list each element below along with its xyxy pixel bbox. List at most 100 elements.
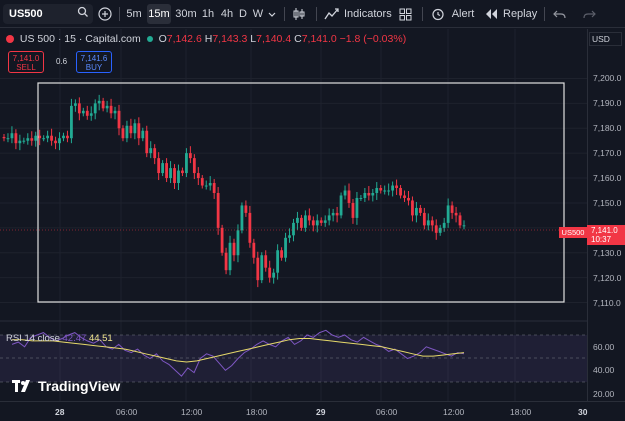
candle-body	[415, 207, 418, 216]
indicators-icon[interactable]	[324, 4, 340, 24]
tradingview-logo-icon	[12, 380, 30, 392]
interval-d-button[interactable]: D	[239, 8, 247, 20]
replay-icon[interactable]	[484, 4, 498, 24]
legend-c-label: C	[294, 33, 302, 45]
alert-clock-icon[interactable]	[431, 4, 445, 24]
interval-5m-button[interactable]: 5m	[126, 8, 142, 20]
replay-button[interactable]: Replay	[503, 8, 538, 20]
candle-body	[14, 133, 18, 144]
candle-body	[240, 205, 244, 231]
symbol-flag-icon	[6, 35, 14, 44]
price-axis[interactable]	[587, 29, 625, 401]
symbol-search-input[interactable]: US500	[3, 4, 93, 24]
candle-body	[303, 215, 307, 228]
candle-body	[351, 202, 355, 218]
candle-body	[454, 212, 458, 216]
candle-body	[232, 242, 236, 256]
layout-grid-icon[interactable]	[399, 4, 412, 24]
candle-body	[85, 110, 89, 116]
candle-body	[73, 103, 77, 106]
candle-body	[181, 170, 184, 174]
candle-body	[379, 188, 383, 191]
candle-style-icon[interactable]	[292, 4, 306, 24]
candle-body	[185, 153, 188, 174]
candle-body	[343, 190, 347, 196]
indicators-button[interactable]: Indicators	[344, 8, 392, 20]
compare-plus-icon[interactable]	[98, 4, 112, 24]
candle-body	[256, 257, 260, 281]
candle-body	[161, 163, 165, 174]
legend-close: 7,141.0	[301, 33, 337, 45]
candle-body	[434, 225, 438, 233]
time-tick: 06:00	[376, 407, 398, 417]
sell-button[interactable]: 7,141.0 SELL	[8, 51, 44, 73]
last-price-value: 7,141.0	[591, 226, 618, 235]
candle-body	[220, 227, 224, 253]
candle-body	[117, 110, 121, 129]
candle-body	[81, 110, 85, 114]
buy-button[interactable]: 7,141.6 BUY	[76, 51, 112, 73]
candle-body	[212, 183, 216, 193]
candle-body	[300, 217, 303, 228]
candle-body	[224, 252, 228, 271]
chart-legend: US 500 · 15 · Capital.com O7,142.6 H7,14…	[6, 33, 406, 45]
price-chart[interactable]	[0, 29, 587, 401]
candle-body	[264, 255, 268, 268]
candle-body	[407, 197, 410, 201]
candle-body	[42, 138, 46, 140]
candle-body	[458, 215, 462, 226]
candle-body	[46, 135, 50, 139]
candle-body	[418, 207, 422, 213]
rsi-tick: 60.00	[593, 342, 615, 352]
candle-body	[101, 100, 105, 109]
interval-dropdown-icon[interactable]	[268, 4, 276, 24]
candle-body	[391, 185, 395, 191]
legend-o-label: O	[158, 33, 167, 45]
price-tick: 7,130.0	[593, 247, 622, 258]
candle-body	[145, 130, 149, 154]
candle-body	[54, 140, 57, 144]
candle-body	[307, 215, 311, 221]
candle-body	[375, 188, 379, 193]
currency-selector[interactable]: USD	[589, 32, 622, 46]
redo-icon[interactable]	[583, 4, 596, 24]
price-tick: 7,190.0	[593, 98, 622, 109]
interval-4h-button[interactable]: 4h	[220, 8, 234, 20]
candle-body	[200, 178, 204, 186]
interval-15m-button[interactable]: 15m	[147, 4, 171, 24]
candle-body	[450, 205, 454, 213]
candle-body	[327, 215, 331, 221]
candle-body	[268, 267, 272, 278]
candle-body	[272, 272, 276, 278]
interval-30m-button[interactable]: 30m	[175, 8, 197, 20]
time-tick: 06:00	[116, 407, 138, 417]
candle-body	[113, 110, 117, 114]
candle-body	[339, 195, 343, 216]
legend-low: 7,140.4	[256, 33, 292, 45]
price-tick: 7,110.0	[593, 297, 621, 308]
candle-body	[438, 227, 442, 233]
tradingview-logo[interactable]: TradingView	[12, 378, 120, 394]
candle-body	[355, 197, 359, 218]
candle-body	[363, 192, 367, 198]
candle-body	[284, 237, 287, 258]
time-tick: 29	[316, 407, 326, 417]
highlight-rectangle-drawing[interactable]	[37, 82, 565, 303]
candle-body	[387, 190, 391, 192]
symbol-price-tag: US500	[559, 227, 587, 238]
interval-1h-button[interactable]: 1h	[201, 8, 215, 20]
legend-change: −1.8 (−0.03%)	[339, 33, 407, 45]
candle-body	[260, 255, 264, 281]
interval-w-button[interactable]: W	[252, 8, 264, 20]
time-tick: 12:00	[181, 407, 203, 417]
candle-body	[319, 220, 323, 223]
candle-body	[141, 130, 145, 139]
candle-body	[149, 148, 153, 154]
candle-body	[367, 192, 371, 196]
candle-body	[442, 222, 446, 228]
rsi-tick: 40.00	[593, 365, 615, 375]
time-axis[interactable]	[0, 401, 625, 421]
alert-button[interactable]: Alert	[451, 8, 475, 20]
candle-body	[70, 105, 73, 139]
undo-icon[interactable]	[553, 4, 566, 24]
